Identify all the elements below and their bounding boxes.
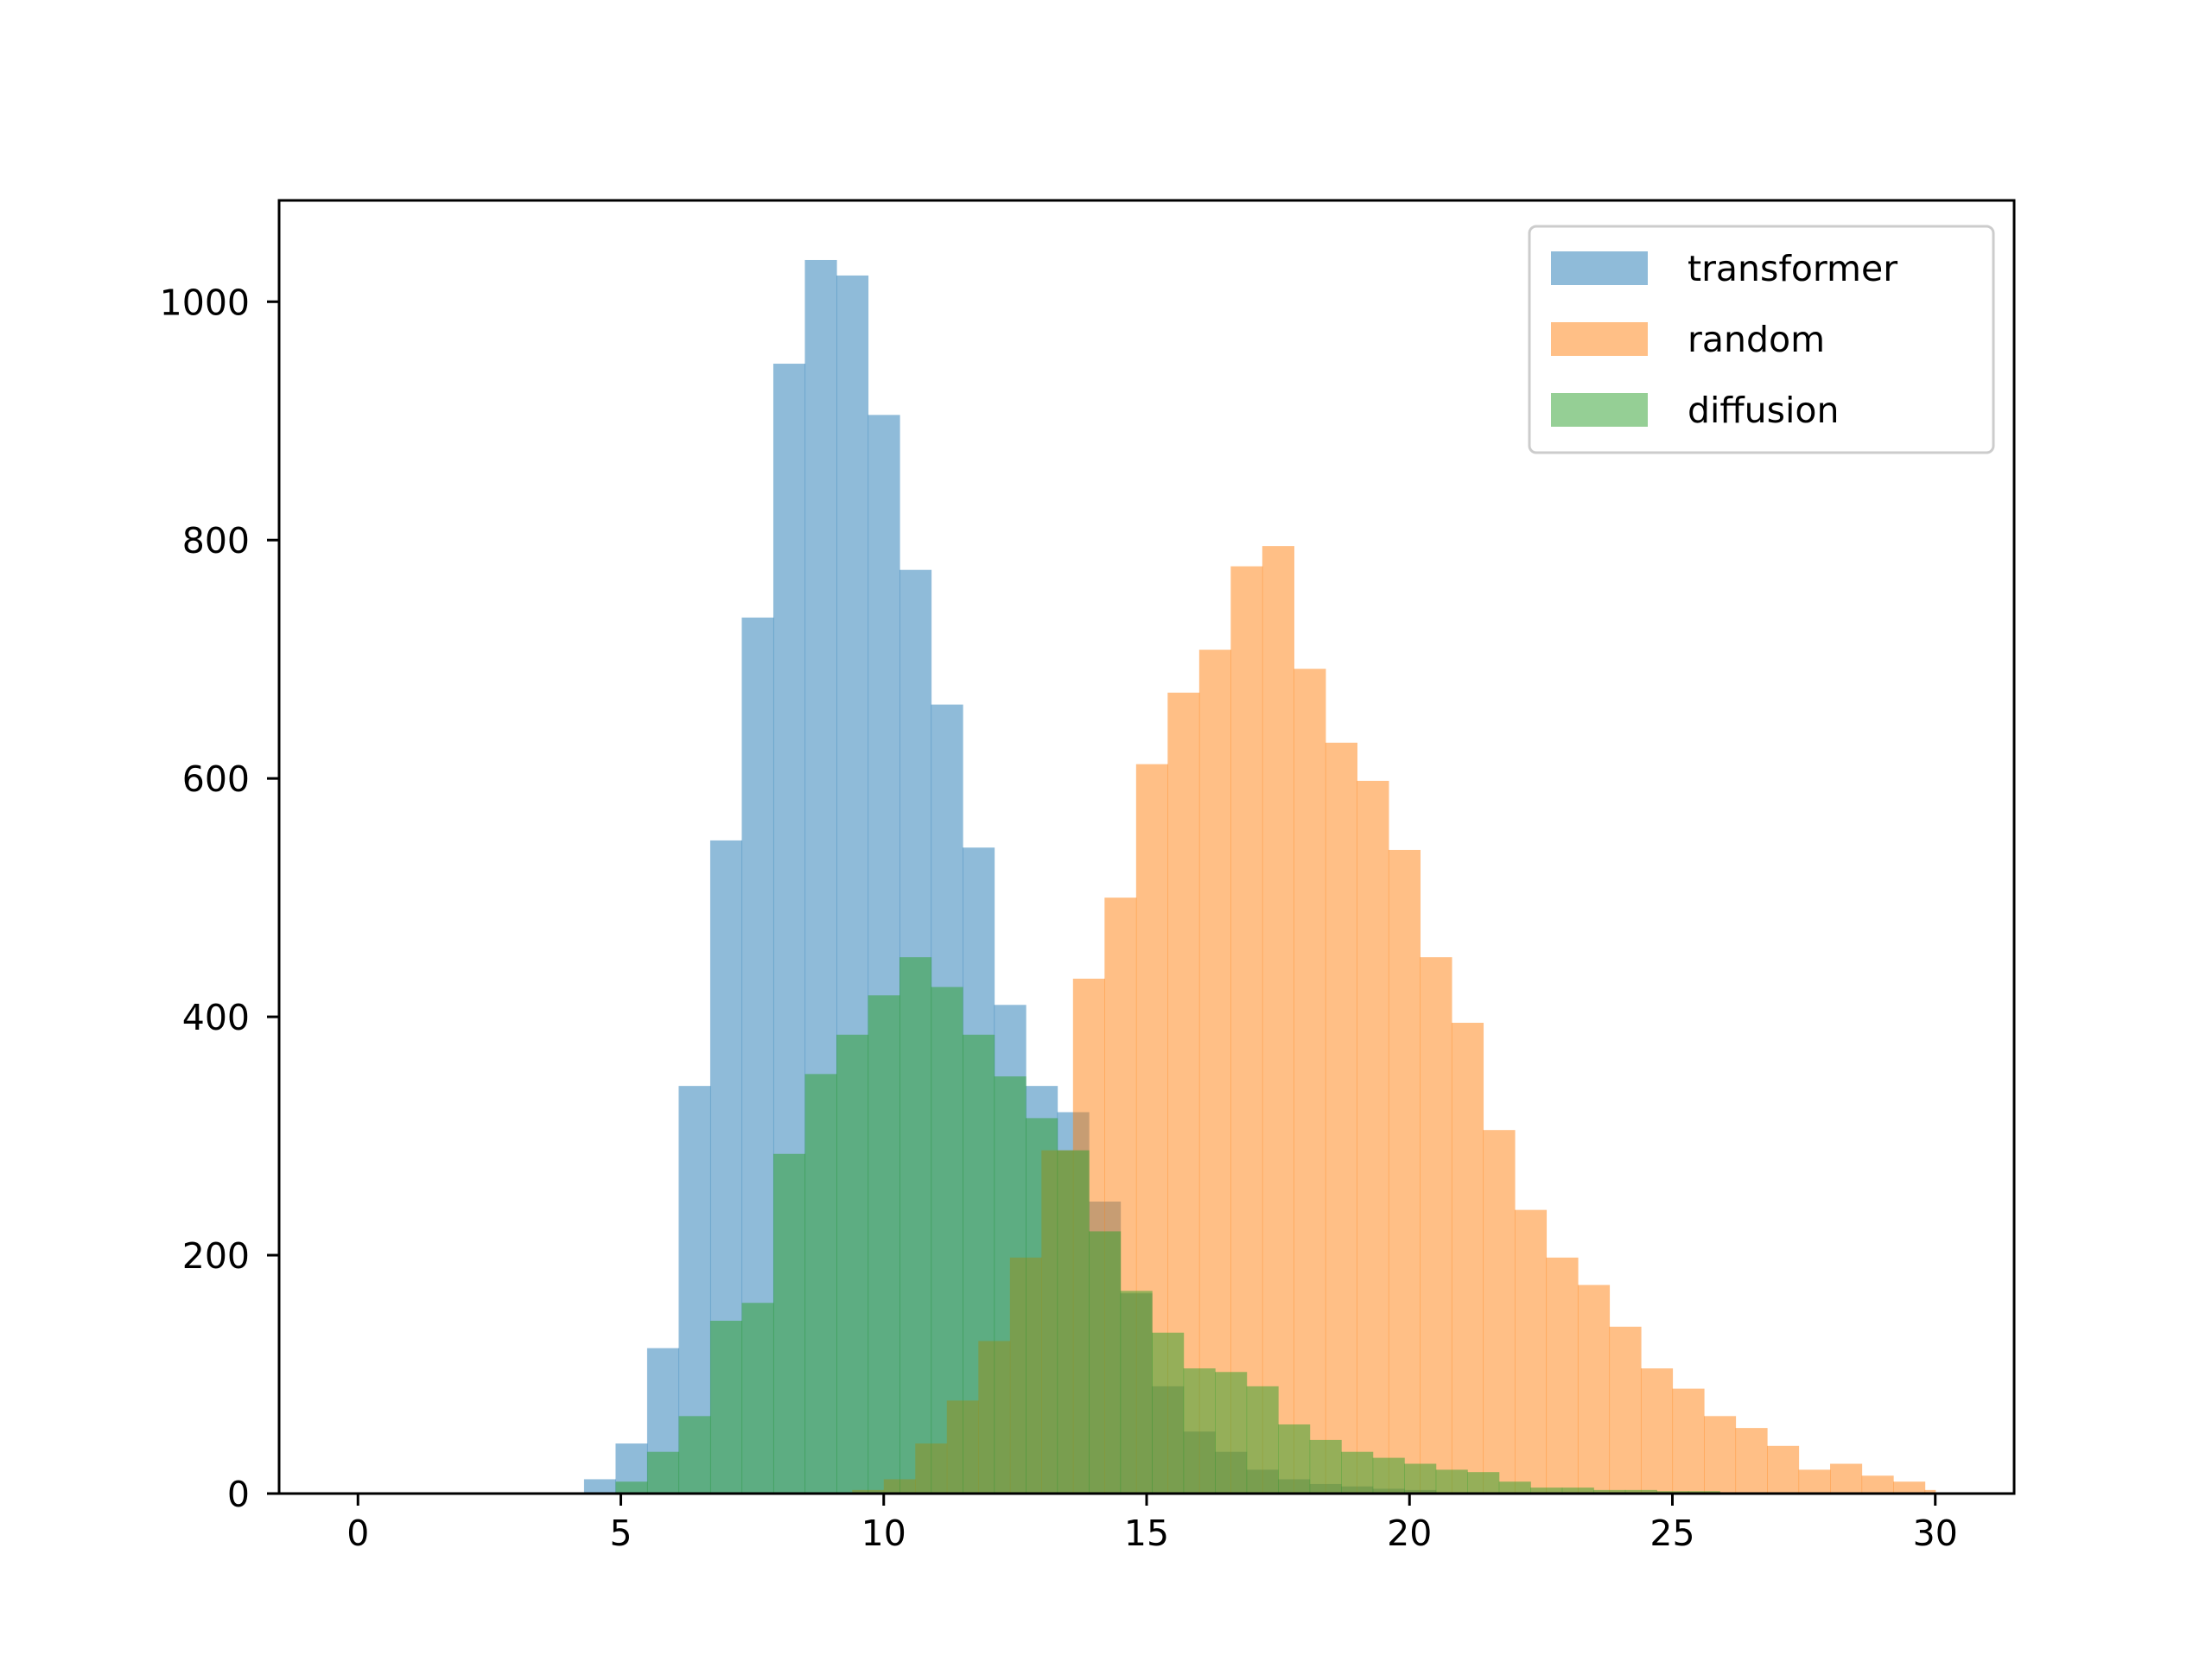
diffusion-bar xyxy=(1404,1463,1437,1494)
legend-label-transformer: transformer xyxy=(1688,248,1897,289)
diffusion-bar xyxy=(741,1303,774,1494)
random-bar xyxy=(1546,1257,1579,1494)
random-bar xyxy=(1577,1285,1611,1494)
x-tick-label: 0 xyxy=(346,1513,369,1554)
random-bar xyxy=(1514,1209,1548,1494)
diffusion-bar xyxy=(1530,1488,1563,1494)
x-tick-label: 10 xyxy=(861,1513,906,1554)
random-bar xyxy=(1861,1475,1894,1494)
random-bar xyxy=(1198,650,1231,1494)
random-bar xyxy=(1703,1416,1737,1494)
ticks-layer: 0 5 10 15 20 25 30 0 200 400 600 800 1000 xyxy=(160,282,1958,1554)
diffusion-bar xyxy=(804,1074,837,1494)
legend-label-diffusion: diffusion xyxy=(1688,390,1839,431)
legend-swatch-diffusion xyxy=(1551,393,1648,427)
y-tick-label: 800 xyxy=(182,520,250,561)
diffusion-bar xyxy=(1435,1469,1468,1494)
x-tick-label: 15 xyxy=(1124,1513,1169,1554)
diffusion-bar xyxy=(1278,1424,1311,1494)
legend: transformer random diffusion xyxy=(1528,225,1995,454)
y-tick-label: 200 xyxy=(182,1235,250,1277)
diffusion-bar xyxy=(836,1034,869,1494)
diffusion-bar xyxy=(1089,1231,1122,1494)
diffusion-bar xyxy=(615,1481,648,1494)
random-bar xyxy=(1294,669,1326,1494)
diffusion-bar xyxy=(1057,1150,1090,1494)
diffusion-bar xyxy=(1246,1386,1279,1494)
legend-swatch-random xyxy=(1551,322,1648,356)
random-bar xyxy=(1924,1489,1936,1494)
random-bar xyxy=(1798,1469,1831,1494)
diffusion-bar xyxy=(963,1034,995,1494)
diffusion-bar xyxy=(1152,1332,1185,1494)
diffusion-bar xyxy=(709,1320,743,1494)
random-bar xyxy=(1325,742,1357,1494)
legend-swatch-transformer xyxy=(1551,251,1648,285)
random-bar xyxy=(1609,1326,1642,1494)
x-tick-label: 20 xyxy=(1387,1513,1432,1554)
diffusion-bar xyxy=(1215,1372,1248,1494)
random-bar xyxy=(1357,780,1389,1494)
random-bar xyxy=(1893,1481,1926,1494)
y-tick-label: 400 xyxy=(182,997,250,1038)
diffusion-bar xyxy=(1120,1291,1153,1494)
random-bar xyxy=(1420,957,1452,1494)
diffusion-bar xyxy=(899,957,932,1494)
y-tick-label: 0 xyxy=(227,1474,250,1515)
transformer-bar xyxy=(583,1479,617,1494)
diffusion-bar xyxy=(1561,1488,1594,1494)
random-bar xyxy=(1388,849,1421,1494)
y-tick-label: 600 xyxy=(182,758,250,800)
diffusion-bar xyxy=(1183,1368,1216,1494)
random-bar xyxy=(1230,566,1263,1494)
diffusion-bar xyxy=(678,1416,711,1494)
random-bar xyxy=(1672,1388,1705,1494)
diffusion-bar xyxy=(868,995,900,1494)
random-bar xyxy=(1262,546,1294,1494)
diffusion-bar xyxy=(1467,1472,1500,1494)
diffusion-bar xyxy=(772,1153,806,1494)
diffusion-bar xyxy=(931,986,963,1494)
random-bar xyxy=(1767,1445,1800,1494)
random-bar xyxy=(1483,1130,1516,1494)
x-tick-label: 5 xyxy=(609,1513,632,1554)
bars-layer xyxy=(583,259,1936,1494)
diffusion-bar xyxy=(1372,1457,1405,1494)
random-bar xyxy=(1830,1463,1863,1494)
y-tick-label: 1000 xyxy=(160,282,250,323)
diffusion-bar xyxy=(1309,1439,1342,1494)
random-bar xyxy=(1640,1368,1674,1494)
x-tick-label: 25 xyxy=(1649,1513,1694,1554)
diffusion-bar xyxy=(1593,1489,1626,1494)
random-bar xyxy=(1451,1023,1484,1494)
diffusion-bar xyxy=(1498,1481,1531,1494)
diffusion-bar xyxy=(1026,1118,1058,1494)
diffusion-bar xyxy=(1341,1451,1374,1494)
random-bar xyxy=(1735,1428,1768,1494)
diffusion-bar xyxy=(1624,1489,1657,1494)
diffusion-bar xyxy=(646,1451,680,1494)
diffusion-bar xyxy=(994,1076,1027,1494)
x-tick-label: 30 xyxy=(1913,1513,1958,1554)
legend-label-random: random xyxy=(1688,319,1825,360)
